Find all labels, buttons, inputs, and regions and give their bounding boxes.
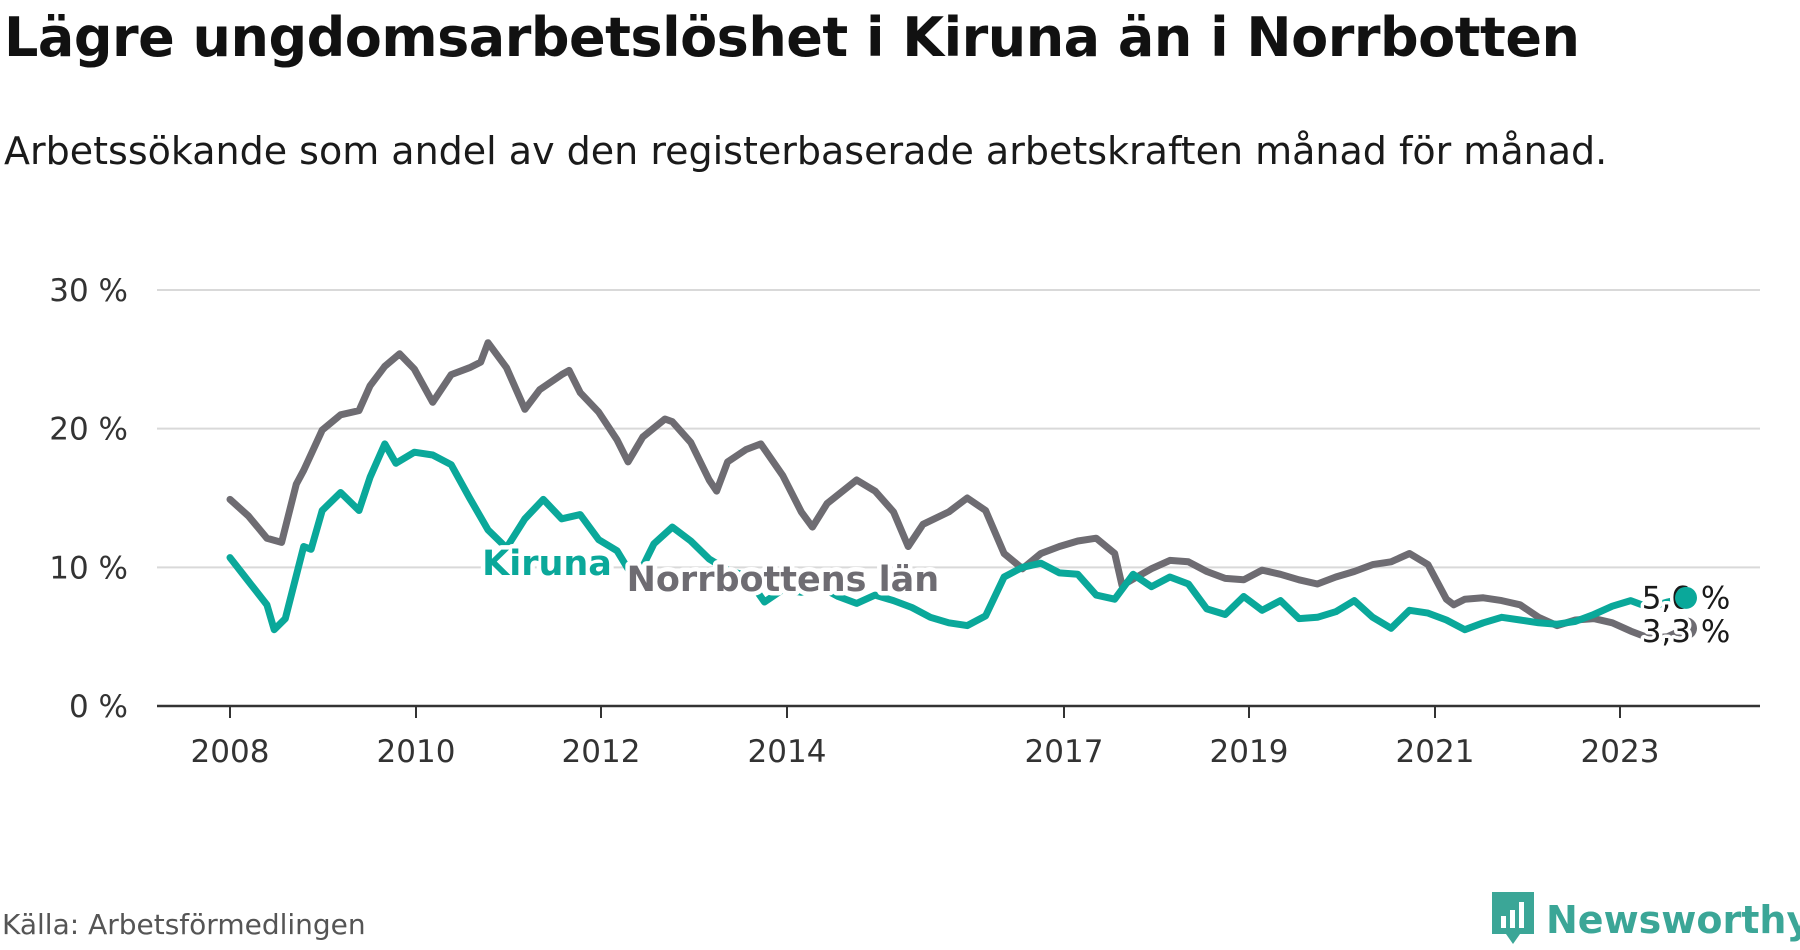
axes: 0 % 10 % 20 % 30 % 2008 2010 2012 2014 2017 2019 2… (49, 273, 1760, 770)
newsworthy-logo-icon (1490, 890, 1536, 950)
series-label: Kiruna (482, 544, 612, 584)
series-label: Norrbottens län (627, 560, 940, 600)
series-end-label: 3,3 % (1642, 614, 1731, 650)
x-tick-label: 2010 (377, 734, 456, 770)
x-tick-label: 2008 (191, 734, 270, 770)
series-end-point (1675, 617, 1697, 640)
y-tick-label: 20 % (49, 412, 128, 448)
gridlines (157, 289, 1760, 569)
source-note: Källa: Arbetsförmedlingen (2, 908, 366, 941)
brand-logo: Newsworthy (1490, 890, 1800, 950)
x-tick-label: 2014 (748, 734, 827, 770)
chart-title: Lägre ungdomsarbetslöshet i Kiruna än i … (4, 6, 1580, 69)
x-tick-label: 2023 (1581, 734, 1660, 770)
series-lines (226, 339, 1690, 642)
y-tick-label: 10 % (49, 550, 128, 586)
y-tick-label: 30 % (49, 273, 128, 309)
chart-subtitle: Arbetssökande som andel av den registerb… (4, 129, 1608, 173)
brand-name: Newsworthy (1546, 898, 1800, 942)
series-end-point (1675, 586, 1697, 609)
x-tick-label: 2021 (1396, 734, 1475, 770)
x-tick-label: 2019 (1210, 734, 1289, 770)
series-line-kiruna (226, 440, 1690, 634)
x-tick-label: 2017 (1025, 734, 1104, 770)
x-tick-label: 2012 (562, 734, 641, 770)
series-line-norrbottens-län (226, 339, 1690, 642)
y-tick-label: 0 % (69, 689, 128, 725)
